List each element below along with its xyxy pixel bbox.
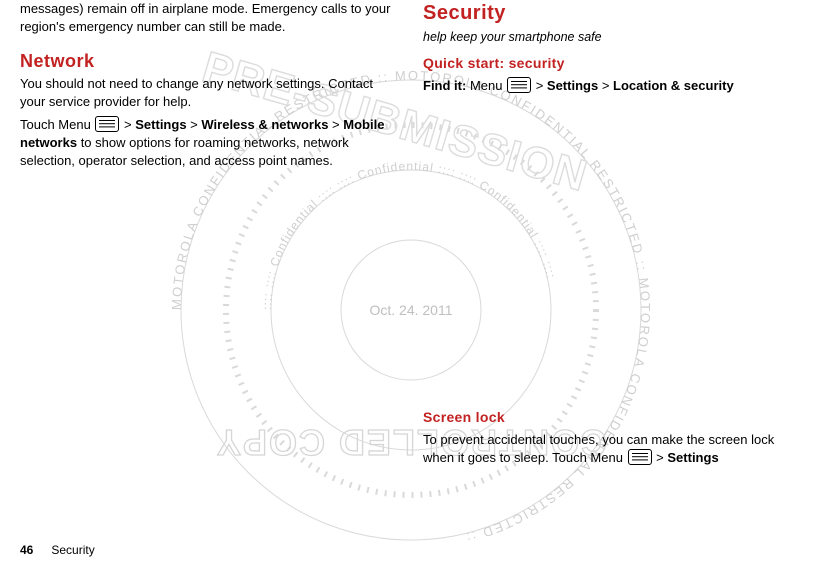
gt: > <box>328 117 343 132</box>
page-number: 46 <box>20 543 33 557</box>
network-p2a: Touch Menu <box>20 117 94 132</box>
security-heading: Security <box>423 0 802 27</box>
menu-icon <box>628 449 652 465</box>
gt: > <box>653 450 668 465</box>
location-security-label: Location & security <box>613 78 734 93</box>
gt: > <box>532 78 547 93</box>
network-heading: Network <box>20 49 399 73</box>
screen-lock-p: To prevent accidental touches, you can m… <box>423 431 802 466</box>
gt: > <box>187 117 202 132</box>
left-column: messages) remain off in airplane mode. E… <box>20 0 399 472</box>
find-it-label: Find it: <box>423 78 470 93</box>
settings-label: Settings <box>667 450 718 465</box>
screen-lock-heading: Screen lock <box>423 408 802 427</box>
settings-label: Settings <box>135 117 186 132</box>
sl-text-a: To prevent accidental touches, you can m… <box>423 432 774 465</box>
airplane-text: messages) remain off in airplane mode. E… <box>20 0 399 35</box>
right-column: Security help keep your smartphone safe … <box>423 0 802 472</box>
settings-label: Settings <box>547 78 598 93</box>
find-it-line: Find it: Menu > Settings > Location & se… <box>423 77 802 95</box>
footer-section: Security <box>51 543 94 557</box>
spacer <box>423 100 802 400</box>
quick-start-heading: Quick start: security <box>423 54 802 73</box>
wireless-networks-label: Wireless & networks <box>201 117 328 132</box>
menu-label: Menu <box>470 78 506 93</box>
gt: > <box>120 117 135 132</box>
gt: > <box>598 78 613 93</box>
network-p2: Touch Menu > Settings > Wireless & netwo… <box>20 116 399 169</box>
network-p1: You should not need to change any networ… <box>20 75 399 110</box>
menu-icon <box>95 116 119 132</box>
security-sub: help keep your smartphone safe <box>423 29 802 46</box>
menu-icon <box>507 77 531 93</box>
page-footer: 46 Security <box>20 543 95 557</box>
